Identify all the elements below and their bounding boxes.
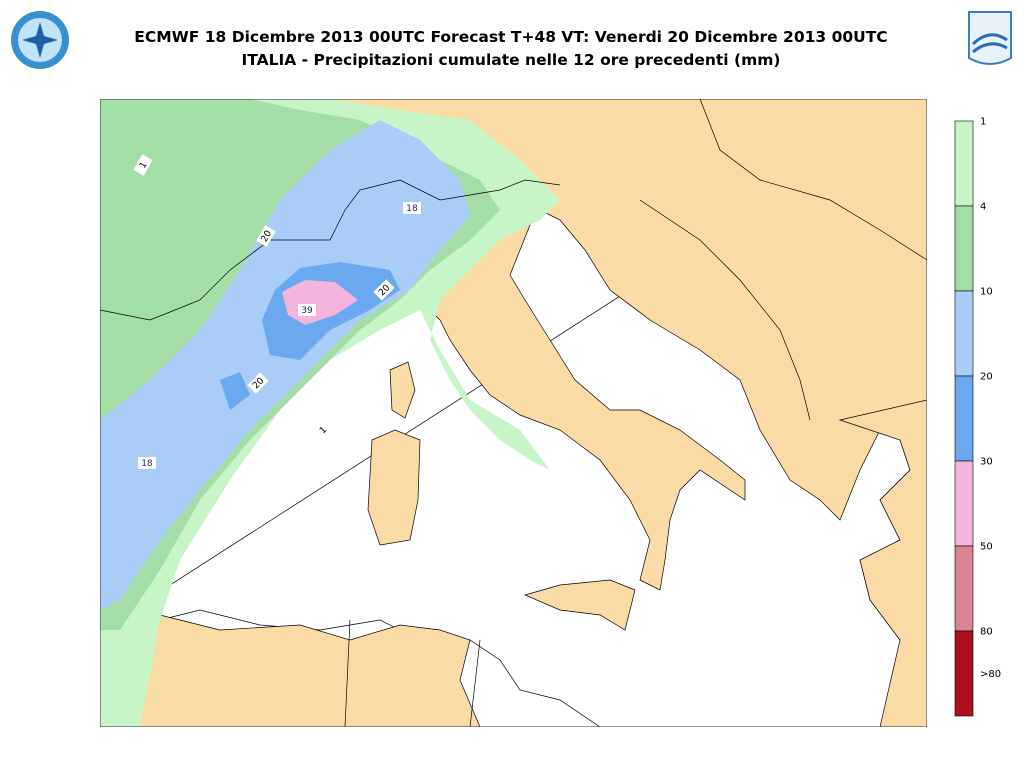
contour-label: 1 — [138, 161, 150, 171]
colorbar-segment — [954, 290, 974, 377]
contour-label-box — [133, 154, 153, 176]
logo-right — [968, 11, 1012, 65]
contour-label-box — [247, 372, 269, 394]
colorbar-label: 4 — [980, 202, 986, 213]
logo-left — [11, 11, 69, 69]
contour-label-box — [256, 225, 276, 247]
colorbar: 1 4 10 20 30 50 80 >80 — [954, 117, 1001, 717]
colorbar-label: 80 — [980, 627, 993, 638]
colorbar-label: >80 — [980, 669, 1001, 680]
contour-label-box — [312, 419, 334, 441]
colorbar-label: 30 — [980, 457, 993, 468]
colorbar-label: 1 — [980, 117, 986, 128]
subtitle: ITALIA - Precipitazioni cumulate nelle 1… — [242, 51, 781, 69]
contour-label: 18 — [406, 204, 418, 214]
contour-label-box — [298, 304, 316, 316]
contour-label: 18 — [141, 459, 153, 469]
contour-label: 39 — [301, 306, 313, 316]
field-10 — [100, 120, 470, 610]
colorbar-label: 20 — [980, 372, 993, 383]
colorbar-label: 50 — [980, 542, 993, 553]
colorbar-segment — [954, 630, 974, 717]
contour-label-box — [138, 457, 156, 469]
colorbar-segment — [954, 205, 974, 292]
contour-label-box — [403, 202, 421, 214]
colorbar-segment — [954, 460, 974, 547]
contour-label: 1 — [318, 425, 329, 436]
colorbar-label: 10 — [980, 287, 993, 298]
contour-label-box — [373, 279, 395, 301]
map — [100, 99, 927, 727]
title: ECMWF 18 Dicembre 2013 00UTC Forecast T+… — [134, 28, 887, 46]
colorbar-segment — [954, 375, 974, 462]
colorbar-segment — [954, 545, 974, 632]
colorbar-segment — [954, 120, 974, 207]
